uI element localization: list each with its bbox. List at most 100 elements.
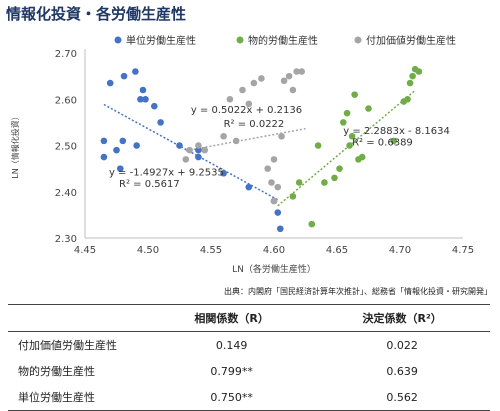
- data-point: [220, 132, 227, 140]
- table-header-r: 相関係数（R）: [149, 304, 315, 332]
- data-point: [133, 142, 140, 149]
- data-point: [390, 137, 398, 145]
- data-point: [285, 72, 293, 80]
- x-tick-label: 4.45: [74, 245, 96, 256]
- data-point: [113, 146, 120, 154]
- data-point: [351, 91, 358, 98]
- data-point: [139, 86, 147, 94]
- data-point: [195, 142, 202, 149]
- trendline-equation: y = -1.4927x + 9.2535: [109, 168, 224, 179]
- data-point: [195, 146, 202, 154]
- data-point: [295, 179, 303, 186]
- source-note: 出典：内閣府「国民経済計算年次推計」、総務省「情報化投資・研究開発」: [224, 287, 492, 296]
- data-point: [157, 119, 164, 126]
- r-value: 0.149: [215, 338, 248, 352]
- data-point: [289, 86, 297, 94]
- r-value: 0.750**: [149, 384, 315, 411]
- r2-value: 0.639: [386, 364, 418, 378]
- data-point: [120, 72, 128, 80]
- legend-marker: [114, 36, 122, 44]
- data-point: [100, 137, 108, 145]
- y-tick-label: 2.60: [55, 95, 77, 106]
- scatter-chart: 4.45 4.50 4.55 4.60 4.65 4.70 4.75 2.30 2.40 2.50…: [10, 34, 474, 275]
- data-point: [106, 79, 114, 87]
- data-point: [239, 86, 246, 94]
- legend-marker: [354, 36, 362, 44]
- data-point: [343, 109, 351, 117]
- x-tick-label: 4.65: [326, 245, 348, 256]
- data-point: [346, 142, 353, 149]
- data-point: [132, 68, 139, 75]
- legend: 単位労働生産性 物的労働生産性 付加価値労働生産性: [114, 34, 456, 47]
- legend-label: 物的労働生産性: [248, 34, 318, 47]
- axes: 4.45 4.50 4.55 4.60 4.65 4.70 4.75 2.30 2.40 2.50…: [10, 49, 474, 275]
- data-point: [137, 95, 144, 103]
- data-point: [331, 174, 338, 182]
- data-point: [321, 179, 328, 186]
- data-point: [274, 183, 282, 191]
- table-row: 付加価値労働生産性 0.149 0.022: [8, 332, 490, 359]
- trendline: [277, 89, 416, 207]
- data-point: [264, 165, 272, 172]
- data-point: [182, 156, 190, 163]
- row-label: 付加価値労働生産性: [18, 339, 117, 352]
- data-point: [365, 105, 372, 112]
- data-point: [314, 142, 322, 149]
- y-axis-title: LN（情報化投資）: [10, 112, 20, 178]
- data-point: [278, 132, 285, 140]
- data-point: [245, 100, 253, 108]
- trendline-equation: y = 2.2883x - 8.1634: [343, 126, 450, 137]
- data-point: [151, 102, 158, 110]
- data-point: [274, 209, 282, 216]
- data-point: [116, 165, 124, 172]
- data-point: [270, 156, 278, 163]
- data-point: [336, 165, 343, 172]
- data-points: [100, 65, 423, 233]
- y-tick-label: 2.50: [55, 142, 77, 153]
- correlation-table: 相関係数（R） 決定係数（R²） 付加価値労働生産性 0.149 0.022 物…: [8, 304, 490, 411]
- x-tick-label: 4.50: [137, 245, 159, 256]
- x-axis-title: LN（各労働生産性）: [232, 263, 316, 275]
- data-point: [176, 142, 183, 149]
- trendline-r2: R² = 0.0222: [224, 119, 285, 130]
- trendline-r2: R² = 0.5617: [119, 179, 180, 190]
- data-point: [250, 79, 258, 87]
- data-point: [220, 169, 227, 177]
- data-point: [195, 153, 202, 161]
- data-point: [186, 146, 193, 154]
- data-point: [119, 137, 127, 145]
- legend-label: 付加価値労働生産性: [366, 34, 456, 47]
- y-tick-label: 2.30: [55, 234, 77, 245]
- trendline-r2: R² = 0.6389: [352, 138, 413, 149]
- data-point: [142, 95, 149, 103]
- table-row: 物的労働生産性 0.799** 0.639: [8, 358, 490, 384]
- data-point: [358, 153, 366, 161]
- data-point: [226, 95, 234, 103]
- data-point: [268, 179, 275, 186]
- data-point: [289, 193, 297, 200]
- data-point: [232, 137, 240, 145]
- table-header-r2: 決定係数（R²）: [314, 304, 490, 332]
- data-point: [245, 183, 253, 191]
- data-point: [100, 153, 108, 161]
- row-label: 物的労働生産性: [18, 365, 95, 378]
- trendline-equation: y = 0.5022x + 0.2136: [191, 105, 302, 116]
- x-tick-label: 4.60: [263, 245, 285, 256]
- data-point: [280, 77, 288, 85]
- data-point: [409, 72, 416, 80]
- data-point: [270, 197, 278, 205]
- data-point: [308, 220, 316, 228]
- y-tick-label: 2.70: [55, 49, 77, 60]
- row-label: 単位労働生産性: [8, 384, 149, 411]
- data-point: [348, 132, 356, 140]
- chart-title: 情報化投資・各労働生産性: [6, 5, 187, 23]
- table-header-blank: [8, 304, 149, 332]
- x-tick-label: 4.75: [452, 245, 474, 256]
- table-header-row: 相関係数（R） 決定係数（R²）: [8, 304, 490, 332]
- data-point: [258, 75, 265, 82]
- table-row: 単位労働生産性 0.750** 0.562: [8, 384, 490, 411]
- data-point: [277, 225, 284, 233]
- data-point: [340, 119, 347, 126]
- y-tick-label: 2.40: [55, 188, 77, 199]
